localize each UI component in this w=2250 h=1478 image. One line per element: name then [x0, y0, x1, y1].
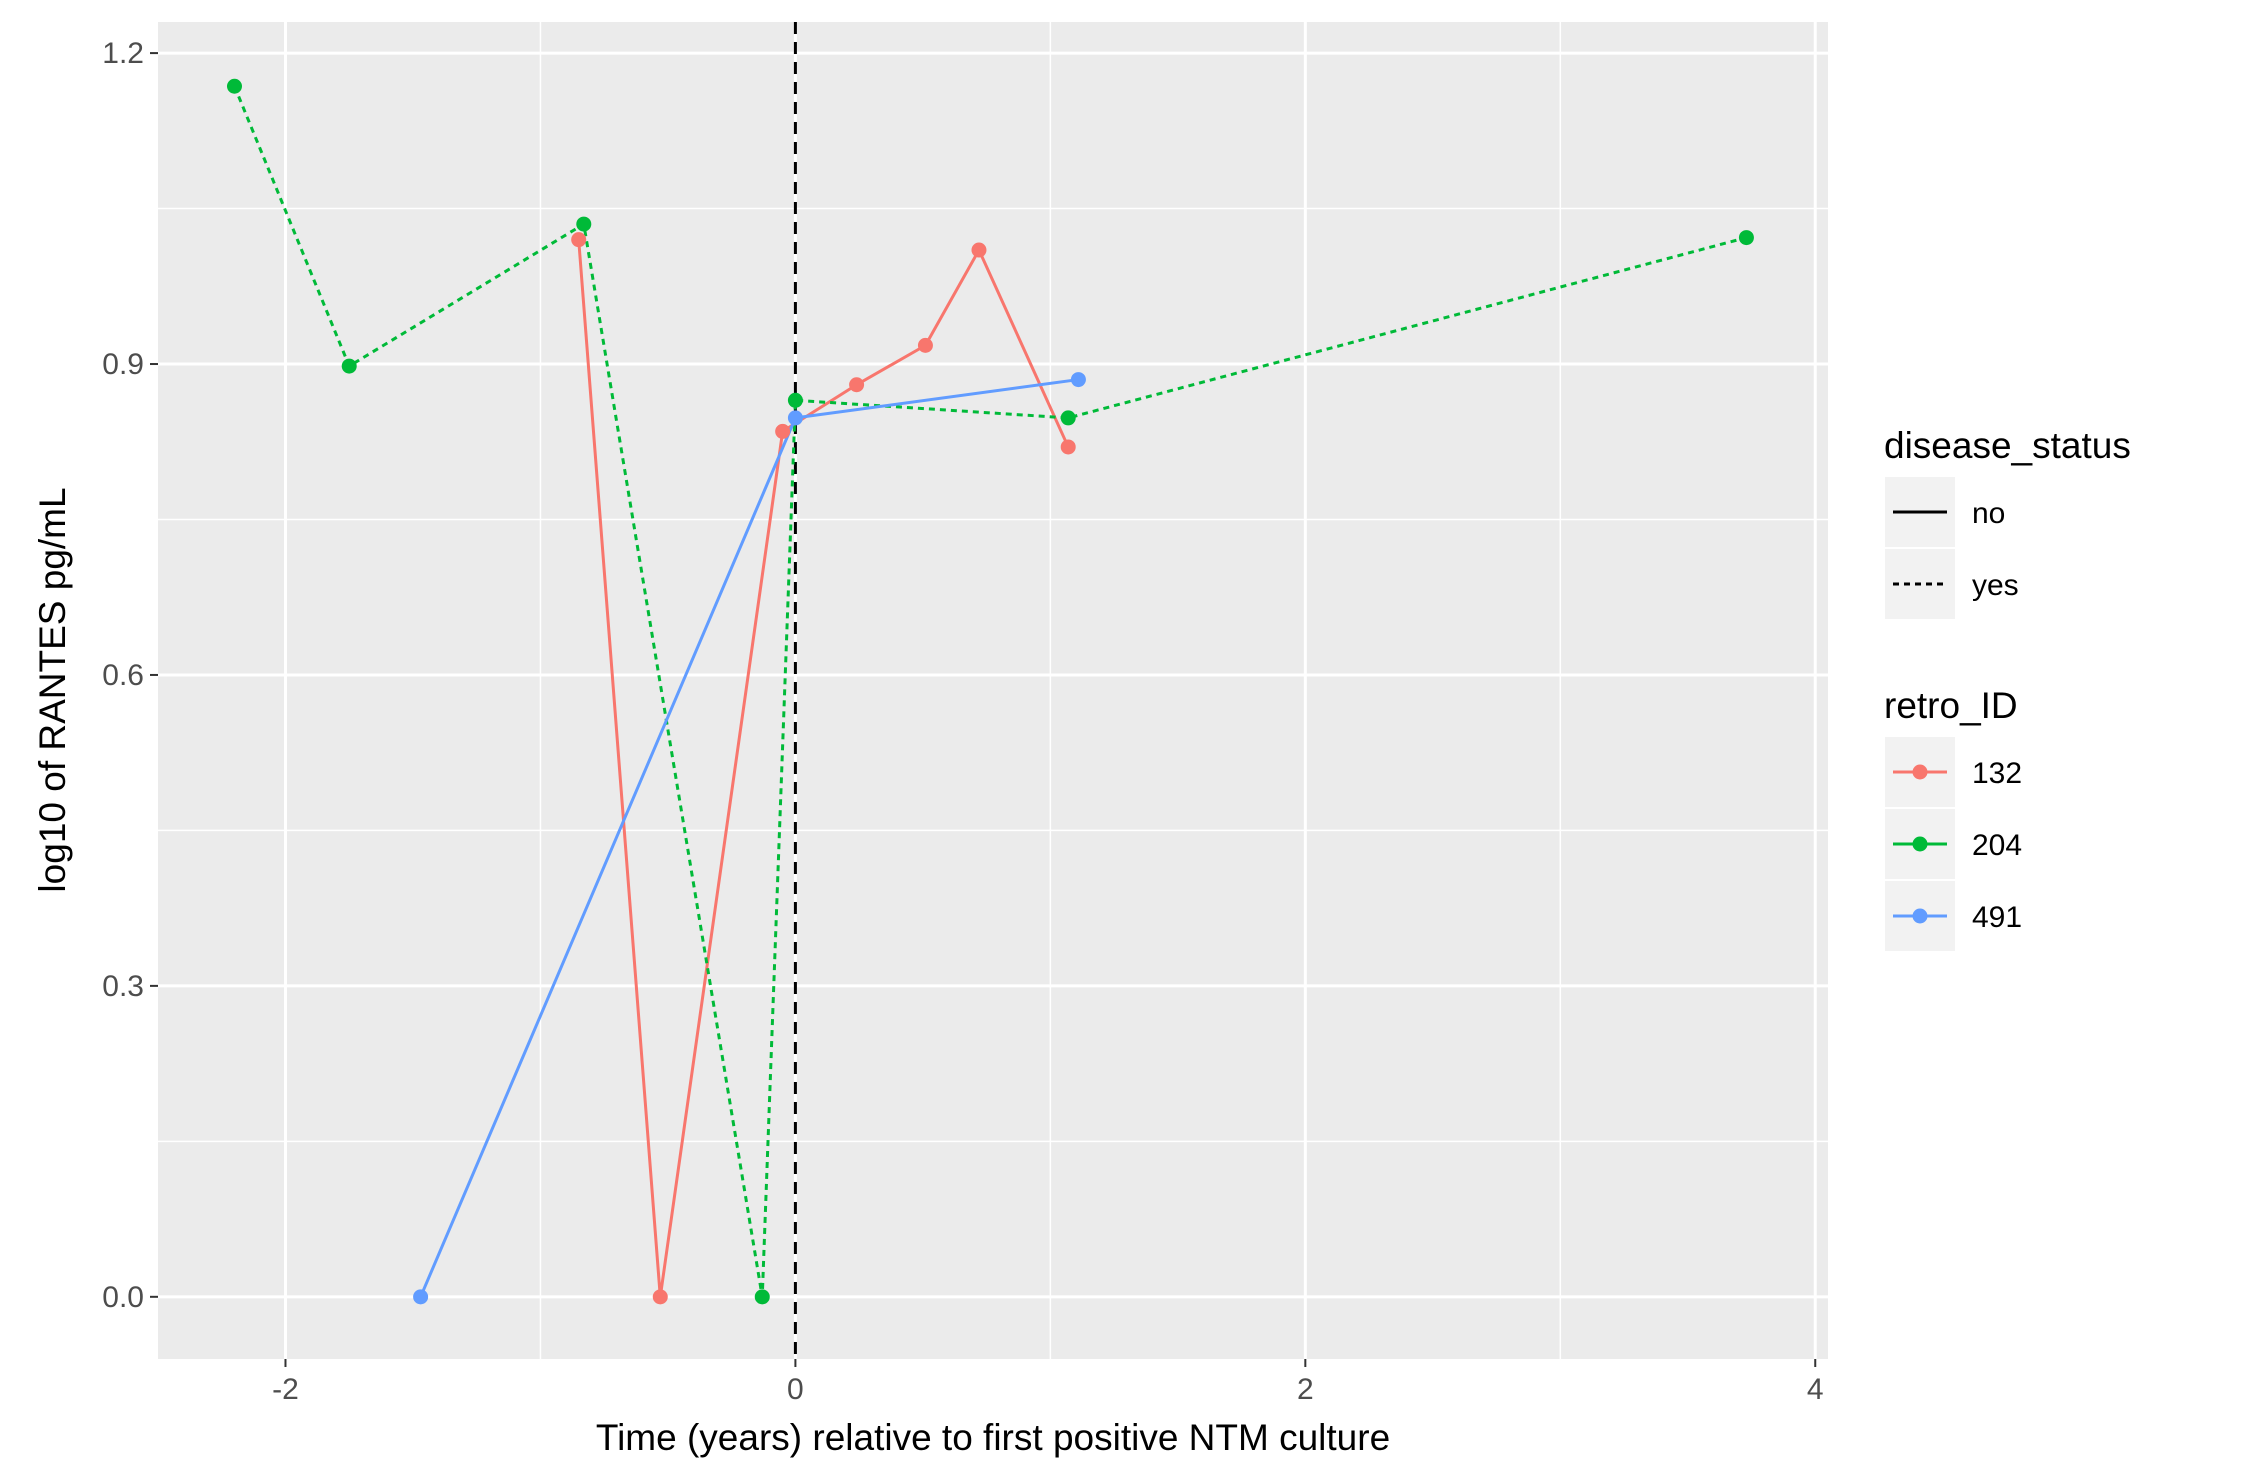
legend-title-disease-status: disease_status: [1884, 425, 2131, 466]
data-point-132: [849, 377, 865, 393]
data-point-204: [341, 358, 357, 374]
x-tick-label: 4: [1807, 1373, 1824, 1406]
legend-label-491: 491: [1972, 901, 2022, 934]
data-point-132: [917, 337, 933, 353]
axes: -2 0 2 4 0.0 0.3 0.6 0.9 1.2: [102, 37, 1823, 1406]
legend-key-point-491: [1912, 908, 1928, 924]
data-point-204: [576, 216, 592, 232]
y-axis-title: log10 of RANTES pg/mL: [32, 487, 73, 892]
data-point-204: [1738, 230, 1754, 246]
data-point-204: [226, 78, 242, 94]
legend-label-yes: yes: [1972, 569, 2019, 602]
legend-title-retro-id: retro_ID: [1884, 685, 2018, 726]
data-point-132: [652, 1289, 668, 1305]
data-point-491: [1070, 372, 1086, 388]
x-tick-label: 2: [1297, 1373, 1314, 1406]
legend-key-point-204: [1912, 836, 1928, 852]
legend-label-204: 204: [1972, 829, 2022, 862]
data-point-132: [571, 232, 587, 248]
plot-panel: [158, 22, 1828, 1359]
data-point-204: [1060, 410, 1076, 426]
data-point-491: [413, 1289, 429, 1305]
data-point-132: [971, 242, 987, 258]
data-point-132: [1060, 439, 1076, 455]
legend-key-point-132: [1912, 764, 1928, 780]
legend-label-132: 132: [1972, 757, 2022, 790]
grid-major: [158, 22, 1828, 1359]
x-tick-label: -2: [272, 1373, 299, 1406]
x-tick-label: 0: [787, 1373, 804, 1406]
data-point-491: [787, 410, 803, 426]
y-tick-label: 0.3: [102, 970, 144, 1003]
series-layer: [226, 78, 1754, 1305]
y-tick-label: 0.0: [102, 1281, 144, 1314]
y-tick-label: 1.2: [102, 37, 144, 70]
y-tick-label: 0.9: [102, 348, 144, 381]
legend-label-no: no: [1972, 497, 2005, 530]
y-tick-label: 0.6: [102, 659, 144, 692]
data-point-204: [754, 1289, 770, 1305]
grid-minor: [158, 22, 1828, 1359]
data-point-132: [775, 423, 791, 439]
data-point-204: [787, 392, 803, 408]
x-axis-title: Time (years) relative to first positive …: [596, 1417, 1390, 1458]
